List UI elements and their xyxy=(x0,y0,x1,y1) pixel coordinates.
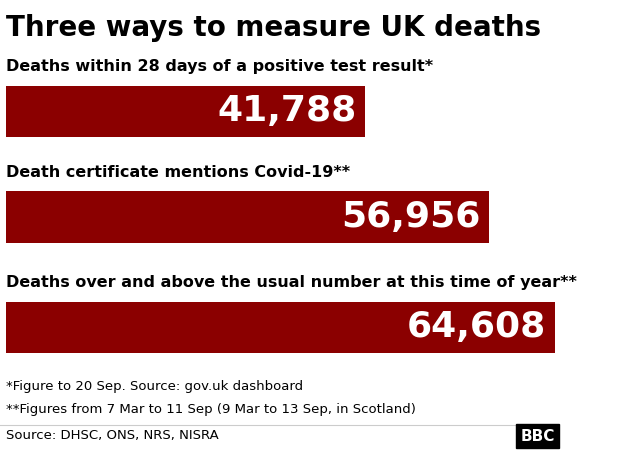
Text: Death certificate mentions Covid-19**: Death certificate mentions Covid-19** xyxy=(6,165,349,180)
FancyBboxPatch shape xyxy=(6,86,365,137)
Text: 64,608: 64,608 xyxy=(407,310,546,344)
Text: *Figure to 20 Sep. Source: gov.uk dashboard: *Figure to 20 Sep. Source: gov.uk dashbo… xyxy=(6,380,303,393)
Text: Deaths over and above the usual number at this time of year**: Deaths over and above the usual number a… xyxy=(6,275,577,290)
Text: Three ways to measure UK deaths: Three ways to measure UK deaths xyxy=(6,14,541,41)
Text: BBC: BBC xyxy=(520,429,555,444)
FancyBboxPatch shape xyxy=(6,191,489,243)
Text: 56,956: 56,956 xyxy=(341,200,480,234)
Text: **Figures from 7 Mar to 11 Sep (9 Mar to 13 Sep, in Scotland): **Figures from 7 Mar to 11 Sep (9 Mar to… xyxy=(6,403,415,416)
Text: Deaths within 28 days of a positive test result*: Deaths within 28 days of a positive test… xyxy=(6,59,433,74)
Text: 41,788: 41,788 xyxy=(218,94,356,128)
Text: Source: DHSC, ONS, NRS, NISRA: Source: DHSC, ONS, NRS, NISRA xyxy=(6,429,218,442)
FancyBboxPatch shape xyxy=(6,302,555,353)
